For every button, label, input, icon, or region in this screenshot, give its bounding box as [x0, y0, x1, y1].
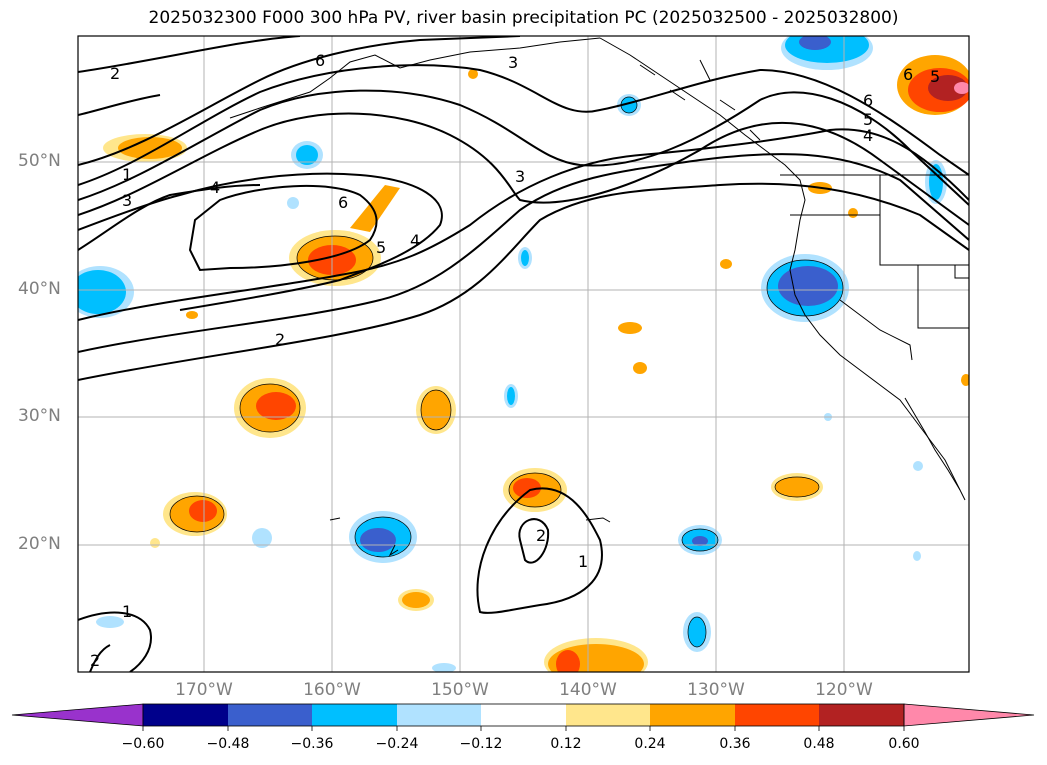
- colorbar-extend-min: [11, 703, 144, 727]
- colorbar-bin: [735, 704, 819, 726]
- contour-label-3-north: 3: [508, 53, 518, 72]
- contour-label-2-south: 2: [536, 526, 546, 545]
- contour-label-2-nw: 2: [110, 64, 120, 83]
- map-frame: [77, 35, 970, 673]
- contour-label-3-w: 3: [122, 191, 132, 210]
- colorbar: [11, 703, 1035, 731]
- contour-label-4-w: 4: [210, 178, 220, 197]
- colorbar-bin: [566, 704, 650, 726]
- colorbar-tick-label: 0.36: [719, 736, 751, 752]
- lat-label-40n: 40°N: [18, 279, 61, 299]
- contour-label-4-center: 4: [410, 231, 420, 250]
- contour-label-3-center: 3: [515, 167, 525, 186]
- map-area: 2 1 3 4 6 5 4 2 3 3 6 6 5 4 6 5 2 1 1 2: [78, 36, 969, 672]
- colorbar-tick-label: 0.12: [550, 736, 582, 752]
- lon-label-140w: 140°W: [559, 680, 617, 700]
- colorbar-tick-label: −0.24: [375, 736, 419, 752]
- contour-label-2-center: 2: [275, 330, 285, 349]
- colorbar-extend-max: [903, 703, 1035, 727]
- colorbar-tick-label: −0.36: [290, 736, 334, 752]
- map-title: 2025032300 F000 300 hPa PV, river basin …: [148, 8, 899, 28]
- contour-label-6-ne: 6: [903, 65, 913, 84]
- lon-label-150w: 150°W: [431, 680, 489, 700]
- coastlines: [229, 37, 969, 557]
- contour-label-5-center: 5: [376, 238, 386, 257]
- pv-contours: [78, 36, 969, 672]
- colorbar-tick-label: 0.24: [634, 736, 666, 752]
- contour-label-6-north: 6: [315, 51, 325, 70]
- contour-label-1-south: 1: [578, 552, 588, 571]
- colorbar-tick-label: 0.48: [803, 736, 835, 752]
- colorbar-tick-label: −0.60: [121, 736, 165, 752]
- colorbar-bin: [143, 704, 228, 726]
- contour-label-5-east: 5: [863, 110, 873, 129]
- colorbar-tick-label: −0.12: [459, 736, 503, 752]
- contour-label-6-east: 6: [863, 91, 873, 110]
- lat-label-50n: 50°N: [18, 151, 61, 171]
- contour-label-1-w: 1: [122, 165, 132, 184]
- lon-label-120w: 120°W: [815, 680, 873, 700]
- contour-label-2-sw: 2: [90, 651, 100, 670]
- colorbar-bin: [481, 704, 566, 726]
- lat-label-30n: 30°N: [18, 406, 61, 426]
- lon-label-130w: 130°W: [687, 680, 745, 700]
- colorbar-bin: [650, 704, 735, 726]
- blob-outlines: [169, 96, 844, 648]
- lon-label-170w: 170°W: [175, 680, 233, 700]
- contour-labels: 2 1 3 4 6 5 4 2 3 3 6 6 5 4 6 5 2 1 1 2: [90, 51, 940, 670]
- lon-label-160w: 160°W: [303, 680, 361, 700]
- lat-label-20n: 20°N: [18, 534, 61, 554]
- colorbar-bin: [397, 704, 481, 726]
- contour-label-1-sw: 1: [122, 602, 132, 621]
- colorbar-tick-label: 0.60: [888, 736, 920, 752]
- colorbar-bin: [312, 704, 397, 726]
- colorbar-tick-label: −0.48: [206, 736, 250, 752]
- colorbar-bin: [228, 704, 312, 726]
- colorbar-bin: [819, 704, 904, 726]
- contour-label-5-ne: 5: [930, 67, 940, 86]
- contour-label-6-center: 6: [338, 193, 348, 212]
- contour-label-4-east: 4: [863, 126, 873, 145]
- graticule: [78, 36, 969, 672]
